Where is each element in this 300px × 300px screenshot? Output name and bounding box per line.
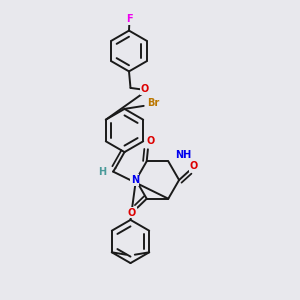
- Text: N: N: [130, 175, 139, 185]
- Text: Br: Br: [148, 98, 160, 108]
- Text: NH: NH: [175, 150, 191, 160]
- Text: O: O: [146, 136, 155, 146]
- Text: O: O: [190, 161, 198, 171]
- Text: F: F: [126, 14, 133, 24]
- Text: O: O: [141, 84, 149, 94]
- Text: H: H: [98, 167, 106, 177]
- Text: O: O: [128, 208, 136, 218]
